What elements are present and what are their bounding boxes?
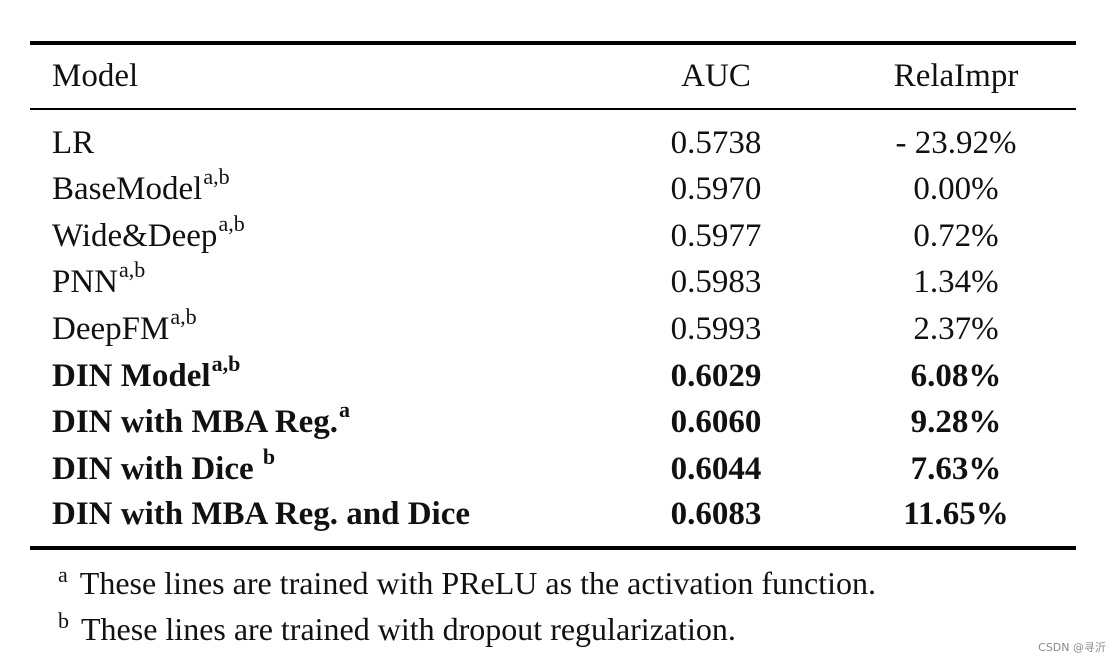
model-name-cell: DIN with Dice b [52,446,275,492]
table-row: BaseModela,b 0.5970 0.00% [0,166,1118,212]
header-auc: AUC [681,58,751,94]
auc-cell: 0.5738 [670,125,762,161]
auc-cell: 0.5993 [670,311,762,347]
model-name-cell: LR [52,120,94,166]
table-row: DIN Modela,b 0.6029 6.08% [0,353,1118,399]
table-row: DeepFMa,b 0.5993 2.37% [0,306,1118,352]
model-name: BaseModel [52,171,203,207]
footnote-superscript: a,b [203,164,230,189]
table-row: PNNa,b 0.5983 1.34% [0,259,1118,305]
footnote-superscript: a [339,397,350,422]
footnote-text: These lines are trained with dropout reg… [81,611,736,647]
relaimpr-cell: 1.34% [913,264,999,300]
auc-cell: 0.6083 [670,496,762,532]
header-model: Model [52,58,139,94]
relaimpr-cell: 0.00% [913,171,999,207]
table-row: Wide&Deepa,b 0.5977 0.72% [0,213,1118,259]
model-name: DeepFM [52,311,170,347]
model-name: LR [52,125,95,161]
model-name-cell: BaseModela,b [52,166,230,212]
auc-cell: 0.6044 [670,451,762,487]
footnote-superscript: a,b [119,257,146,282]
footnote-b: b These lines are trained with dropout re… [58,608,736,654]
auc-cell: 0.5977 [670,218,762,254]
model-name: DIN with MBA Reg. and Dice [52,496,470,532]
model-name-cell: DIN with MBA Reg.a [52,399,350,445]
model-name: Wide&Deep [52,218,218,254]
table-top-rule [30,41,1076,45]
table-row: LR 0.5738 - 23.92% [0,120,1118,166]
auc-cell: 0.6029 [670,358,762,394]
table-bottom-rule [30,546,1076,550]
footnote-superscript: b [262,444,276,469]
header-relaimpr: RelaImpr [893,58,1019,94]
footnote-text: These lines are trained with PReLU as th… [79,565,876,601]
model-name: DIN Model [52,358,211,394]
footnote-mark: a [58,562,68,587]
relaimpr-cell: 11.65% [903,496,1009,532]
relaimpr-cell: 6.08% [910,358,1002,394]
model-name: DIN with MBA Reg. [52,404,338,440]
relaimpr-cell: 7.63% [910,451,1002,487]
table-row: DIN with MBA Reg.a 0.6060 9.28% [0,399,1118,445]
watermark: CSDN @寻沂 [1038,641,1106,654]
table-row: DIN with Dice b 0.6044 7.63% [0,446,1118,492]
relaimpr-cell: 0.72% [913,218,999,254]
footnote-superscript: a,b [211,351,241,376]
footnote-superscript: a,b [170,304,197,329]
footnote-superscript: a,b [218,211,245,236]
model-name-cell: DIN Modela,b [52,353,240,399]
relaimpr-cell: - 23.92% [895,125,1017,161]
model-name-cell: DeepFMa,b [52,306,197,352]
table-header-rule [30,108,1076,110]
model-name: PNN [52,264,119,300]
footnote-mark: b [58,608,69,633]
footnote-a: a These lines are trained with PReLU as t… [58,562,876,608]
model-name: DIN with Dice [52,451,262,487]
auc-cell: 0.5983 [670,264,762,300]
auc-cell: 0.6060 [670,404,762,440]
relaimpr-cell: 2.37% [913,311,999,347]
auc-cell: 0.5970 [670,171,762,207]
model-name-cell: DIN with MBA Reg. and Dice [52,491,470,537]
model-name-cell: Wide&Deepa,b [52,213,245,259]
model-name-cell: PNNa,b [52,259,145,305]
table-header-row: Model AUC RelaImpr [0,53,1118,99]
relaimpr-cell: 9.28% [910,404,1002,440]
table-row: DIN with MBA Reg. and Dice 0.6083 11.65% [0,491,1118,537]
